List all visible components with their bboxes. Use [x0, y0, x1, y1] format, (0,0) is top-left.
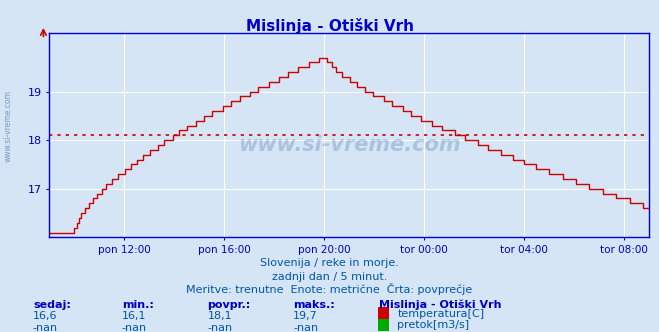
- Text: www.si-vreme.com: www.si-vreme.com: [4, 90, 13, 162]
- Text: min.:: min.:: [122, 300, 154, 310]
- Text: 16,1: 16,1: [122, 311, 146, 321]
- Text: 19,7: 19,7: [293, 311, 318, 321]
- Text: www.si-vreme.com: www.si-vreme.com: [238, 135, 461, 155]
- Text: -nan: -nan: [208, 323, 233, 332]
- Text: temperatura[C]: temperatura[C]: [397, 309, 484, 319]
- Text: Meritve: trenutne  Enote: metrične  Črta: povprečje: Meritve: trenutne Enote: metrične Črta: …: [186, 284, 473, 295]
- Text: povpr.:: povpr.:: [208, 300, 251, 310]
- Text: -nan: -nan: [33, 323, 58, 332]
- Text: pretok[m3/s]: pretok[m3/s]: [397, 320, 469, 330]
- Text: maks.:: maks.:: [293, 300, 335, 310]
- Text: Slovenija / reke in morje.: Slovenija / reke in morje.: [260, 258, 399, 268]
- Text: sedaj:: sedaj:: [33, 300, 71, 310]
- Text: -nan: -nan: [293, 323, 318, 332]
- Text: Mislinja - Otiški Vrh: Mislinja - Otiški Vrh: [246, 18, 413, 34]
- Text: 16,6: 16,6: [33, 311, 57, 321]
- Text: zadnji dan / 5 minut.: zadnji dan / 5 minut.: [272, 272, 387, 282]
- Text: Mislinja - Otiški Vrh: Mislinja - Otiški Vrh: [379, 299, 501, 310]
- Text: -nan: -nan: [122, 323, 147, 332]
- Text: 18,1: 18,1: [208, 311, 232, 321]
